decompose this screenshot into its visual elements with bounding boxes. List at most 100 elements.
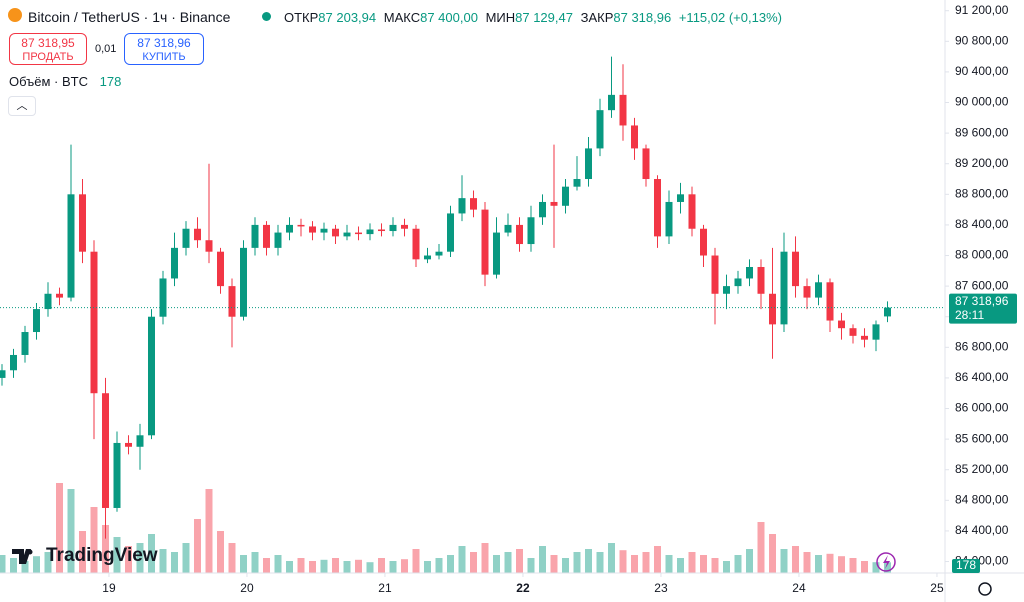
volume-bar <box>332 558 339 573</box>
candle-body <box>769 293 776 325</box>
candle-body <box>780 251 788 325</box>
candle-body <box>240 247 247 317</box>
volume-bar <box>458 546 466 573</box>
volume-bar <box>861 561 868 573</box>
volume-bar <box>194 519 201 573</box>
candle-body <box>458 198 466 214</box>
volume-bar <box>320 559 328 573</box>
buy-button[interactable]: 87 318,96 КУПИТЬ <box>124 33 204 65</box>
volume-bar <box>297 558 305 573</box>
volume-bar <box>113 537 121 573</box>
y-tick-label: 90 400,00 <box>955 64 1009 78</box>
candle-body <box>723 286 730 294</box>
last-price-box <box>949 293 1017 324</box>
candle-body <box>642 148 650 180</box>
volume-bar <box>573 552 581 573</box>
volume-bar <box>642 552 650 573</box>
volume-bar <box>44 552 52 573</box>
candle-body <box>481 209 489 275</box>
low-value: 87 129,47 <box>515 10 573 25</box>
volume-bar <box>21 561 29 573</box>
candle-body <box>309 226 316 233</box>
y-tick-label: 88 400,00 <box>955 217 1009 231</box>
candle-body <box>550 201 558 206</box>
low-label: МИН <box>485 10 516 25</box>
volume-bar <box>171 552 178 573</box>
y-tick-label: 85 600,00 <box>955 431 1009 445</box>
candle-body <box>504 224 512 233</box>
volume-last: 178 <box>99 74 122 89</box>
symbol-title[interactable]: Bitcoin / TetherUS · 1ч · Binance <box>28 9 231 25</box>
candle-body <box>838 320 845 329</box>
sell-price: 87 318,95 <box>21 36 75 50</box>
volume-legend: Объём · BTC 178 <box>9 74 121 89</box>
y-tick-label: 86 000,00 <box>955 401 1009 415</box>
high-label: МАКС <box>383 10 421 25</box>
volume-bar <box>585 549 592 573</box>
candle-body <box>136 435 144 447</box>
volume-bar <box>33 556 40 573</box>
y-tick-label: 87 600,00 <box>955 278 1009 292</box>
volume-bar <box>309 561 316 573</box>
volume-bar <box>481 543 489 573</box>
candle-body <box>861 335 868 340</box>
candle-body <box>792 251 799 287</box>
volume-bar <box>263 558 270 573</box>
volume-bar <box>148 534 155 573</box>
candle-body <box>343 232 351 237</box>
volume-title: Объём · BTC <box>9 74 88 89</box>
x-tick-label: 20 <box>240 581 254 595</box>
volume-bar <box>136 543 144 573</box>
volume-bar <box>688 552 696 573</box>
candle-body <box>194 228 201 241</box>
volume-bar <box>0 555 6 573</box>
candle-body <box>734 278 742 287</box>
volume-bar <box>205 489 213 573</box>
candle-body <box>608 94 615 111</box>
volume-bar <box>711 558 719 573</box>
volume-bar <box>90 507 98 573</box>
high-value: 87 400,00 <box>420 10 478 25</box>
lightning-button[interactable] <box>876 552 896 572</box>
volume-axis-label: 178 <box>956 558 976 572</box>
volume-bar <box>366 562 374 573</box>
candle-body <box>401 224 408 229</box>
volume-label-box <box>952 559 980 573</box>
candle-body <box>332 228 339 237</box>
volume-bar <box>378 558 385 573</box>
y-tick-label: 91 200,00 <box>955 3 1009 17</box>
candle-body <box>596 110 604 149</box>
settings-button[interactable] <box>978 582 992 596</box>
lightning-icon <box>883 555 890 569</box>
sell-button[interactable]: 87 318,95 ПРОДАТЬ <box>9 33 87 65</box>
volume-bar <box>527 558 535 573</box>
candle-body <box>378 229 385 232</box>
candle-body <box>849 328 857 336</box>
candle-body <box>355 232 362 235</box>
volume-bar <box>274 555 282 573</box>
logo: TradingView <box>12 545 158 566</box>
open-value: 87 203,94 <box>318 10 377 25</box>
close-value: 87 318,96 <box>613 10 672 25</box>
candle-body <box>677 194 684 202</box>
x-tick-label: 19 <box>102 581 116 595</box>
volume-bar <box>631 555 638 573</box>
last-price-label: 87 318,96 <box>955 294 1009 308</box>
x-tick-label: 23 <box>654 581 668 595</box>
volume-bar <box>67 489 75 573</box>
candle-body <box>320 228 328 233</box>
candle-body <box>286 224 293 233</box>
candle-body <box>619 94 627 126</box>
collapse-button[interactable]: ︿ <box>8 96 36 116</box>
x-tick-label: 21 <box>378 581 392 595</box>
candle-body <box>516 224 523 245</box>
volume-bar <box>217 531 224 573</box>
candle-body <box>470 198 477 210</box>
volume-bar <box>838 556 845 573</box>
plot-area <box>0 56 891 573</box>
candle-body <box>366 229 374 235</box>
volume-bar <box>700 555 707 573</box>
volume-bar <box>757 522 765 573</box>
